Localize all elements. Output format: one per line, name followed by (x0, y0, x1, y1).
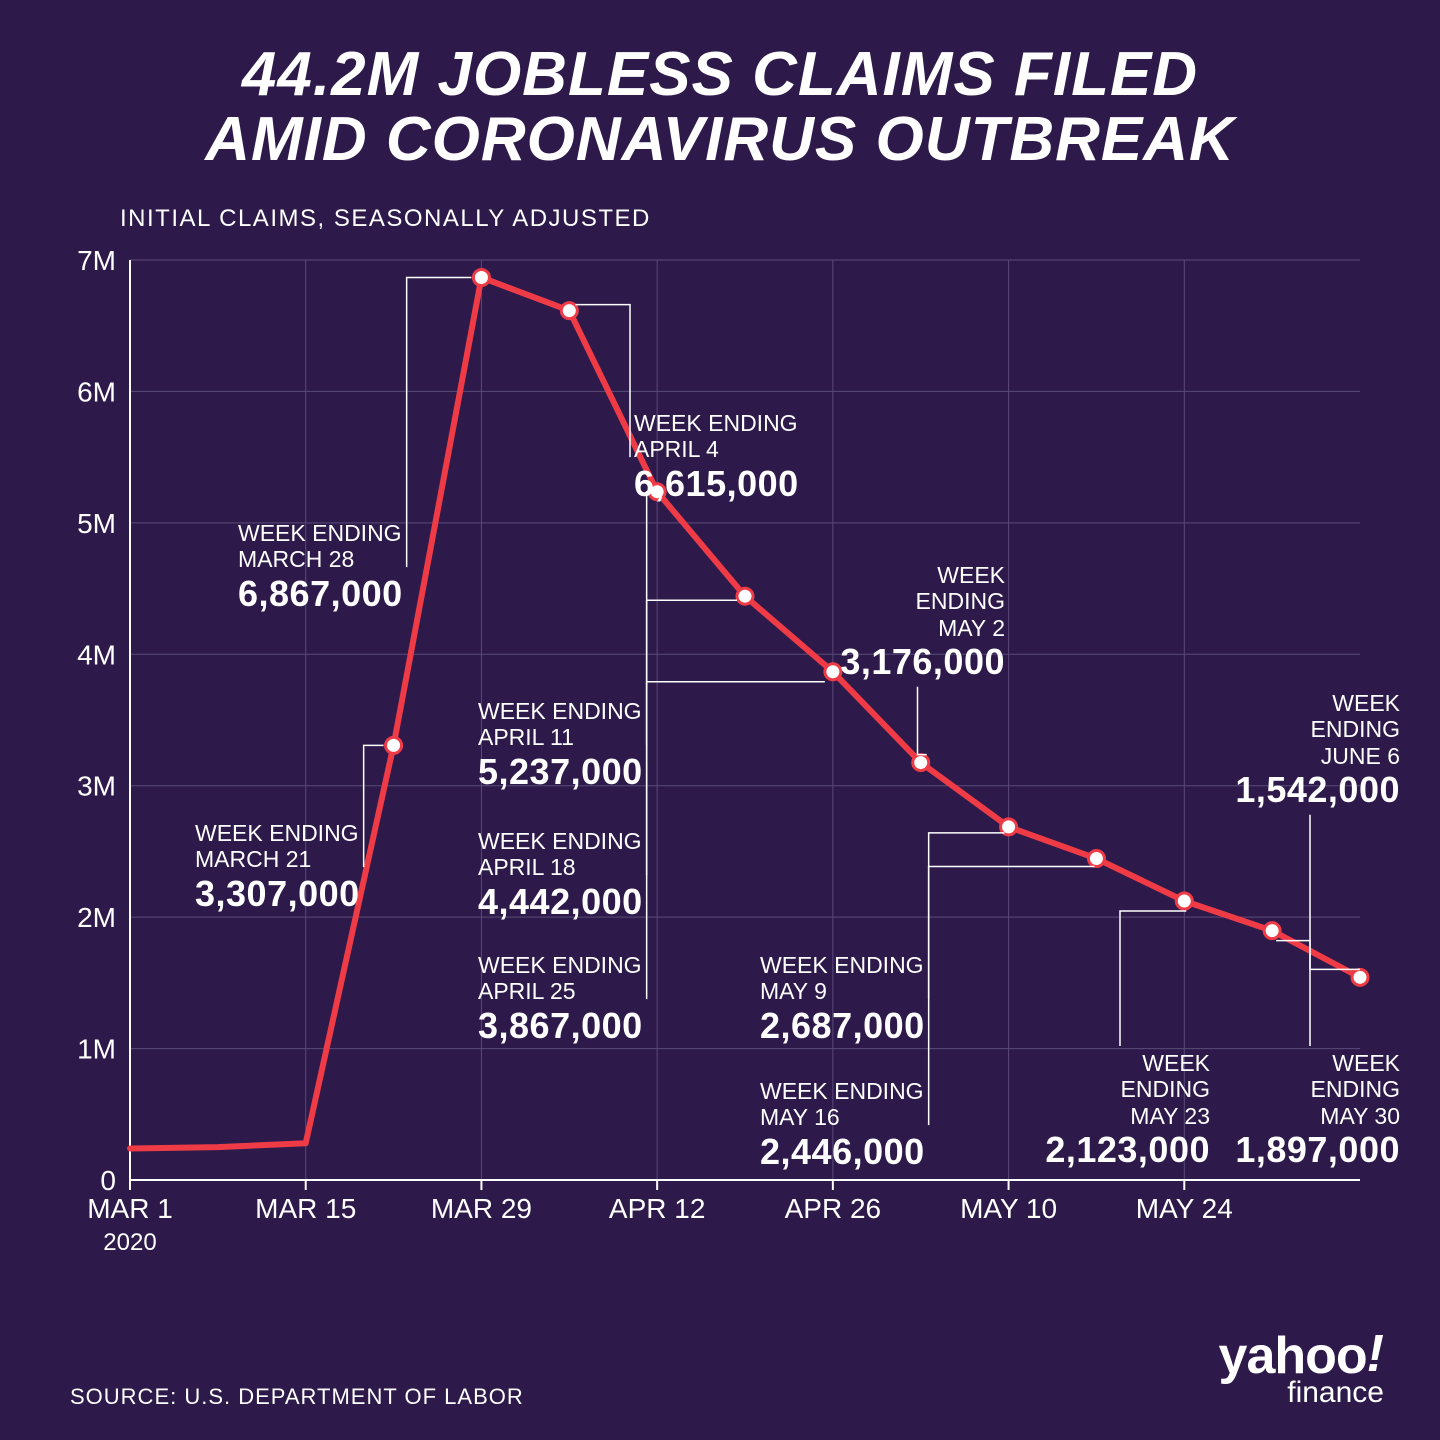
title-line-2: AMID CORONAVIRUS OUTBREAK (205, 105, 1235, 174)
annotation: WEEK ENDINGMAY 162,446,000 (760, 1078, 925, 1172)
annotation: WEEK ENDINGMARCH 213,307,000 (195, 820, 360, 914)
annotation: WEEK ENDINGAPRIL 46,615,000 (634, 410, 799, 504)
chart-title: 44.2M JOBLESS CLAIMS FILED AMID CORONAVI… (0, 0, 1440, 192)
svg-text:7M: 7M (77, 245, 116, 276)
title-line-1: 44.2M JOBLESS CLAIMS FILED (242, 40, 1198, 109)
annotation: WEEK ENDINGMARCH 286,867,000 (238, 520, 403, 614)
svg-text:3M: 3M (77, 771, 116, 802)
yahoo-finance-logo: yahoo! finance (1219, 1326, 1384, 1410)
svg-text:MAY 24: MAY 24 (1136, 1193, 1233, 1224)
logo-exclamation-icon: ! (1367, 1324, 1384, 1384)
svg-text:APR 26: APR 26 (785, 1193, 882, 1224)
annotation: WEEKENDINGMAY 301,897,000 (1220, 1050, 1400, 1171)
svg-text:MAR 15: MAR 15 (255, 1193, 356, 1224)
svg-text:1M: 1M (77, 1034, 116, 1065)
chart-subtitle: INITIAL CLAIMS, SEASONALLY ADJUSTED (120, 205, 651, 233)
svg-text:APR 12: APR 12 (609, 1193, 706, 1224)
svg-text:MAY 10: MAY 10 (960, 1193, 1057, 1224)
chart-area: 0 1M 2M 3M 4M 5M 6M 7M MAR 1 2020 MAR 15 MAR 29 APR … (60, 240, 1380, 1260)
svg-text:0: 0 (100, 1165, 116, 1196)
annotation: WEEKENDINGMAY 232,123,000 (1030, 1050, 1210, 1171)
svg-text:2M: 2M (77, 902, 116, 933)
annotation: WEEKENDINGMAY 23,176,000 (830, 562, 1005, 683)
svg-text:5M: 5M (77, 508, 116, 539)
svg-text:6M: 6M (77, 376, 116, 407)
annotation: WEEK ENDINGAPRIL 253,867,000 (478, 952, 643, 1046)
annotation: WEEK ENDINGAPRIL 115,237,000 (478, 698, 643, 792)
annotation: WEEK ENDINGAPRIL 184,442,000 (478, 828, 643, 922)
svg-text:MAR 29: MAR 29 (431, 1193, 532, 1224)
svg-text:MAR 1: MAR 1 (87, 1193, 173, 1224)
annotation: WEEKENDINGJUNE 61,542,000 (1220, 690, 1400, 811)
svg-text:4M: 4M (77, 639, 116, 670)
source-text: SOURCE: U.S. DEPARTMENT OF LABOR (70, 1384, 524, 1410)
svg-text:2020: 2020 (103, 1229, 156, 1256)
annotation: WEEK ENDINGMAY 92,687,000 (760, 952, 925, 1046)
